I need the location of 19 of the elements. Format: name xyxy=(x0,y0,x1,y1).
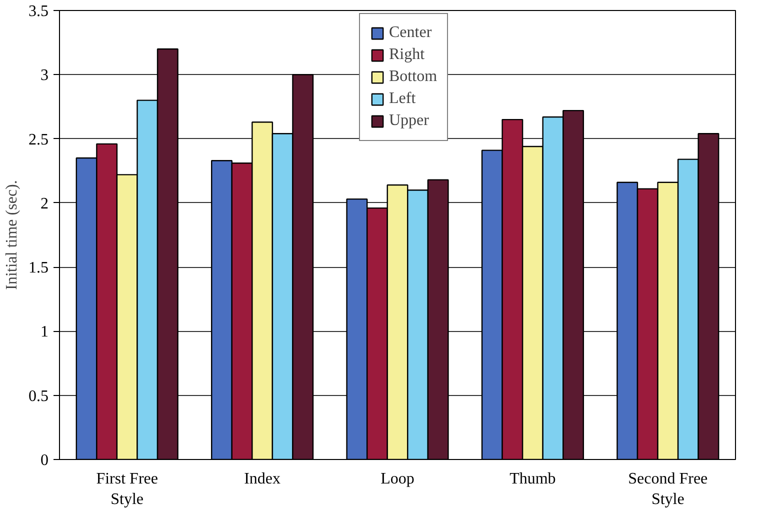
y-tick-label: 0 xyxy=(40,452,48,469)
y-tick-label: 2 xyxy=(40,195,48,212)
legend-label: Bottom xyxy=(389,68,438,86)
y-axis-title: Initial time (sec). xyxy=(4,180,20,290)
x-tick-label: Thumb xyxy=(510,470,556,488)
y-tick-label: 3.5 xyxy=(28,3,48,20)
x-tick-label: Loop xyxy=(380,470,414,488)
y-tick-label: 1 xyxy=(40,324,48,341)
y-tick-label: 0.5 xyxy=(28,388,48,405)
x-tick-label: First Free Style xyxy=(96,470,158,508)
legend-label: Upper xyxy=(389,112,429,130)
legend-label: Right xyxy=(389,46,425,64)
x-tick-label: Index xyxy=(244,470,281,488)
legend-label: Center xyxy=(389,24,432,42)
legend-label: Left xyxy=(389,90,416,108)
y-tick-label: 2.5 xyxy=(28,131,48,148)
x-tick-label: Second Free Style xyxy=(628,470,708,508)
y-tick-label: 1.5 xyxy=(28,260,48,277)
y-tick-label: 3 xyxy=(40,67,48,84)
